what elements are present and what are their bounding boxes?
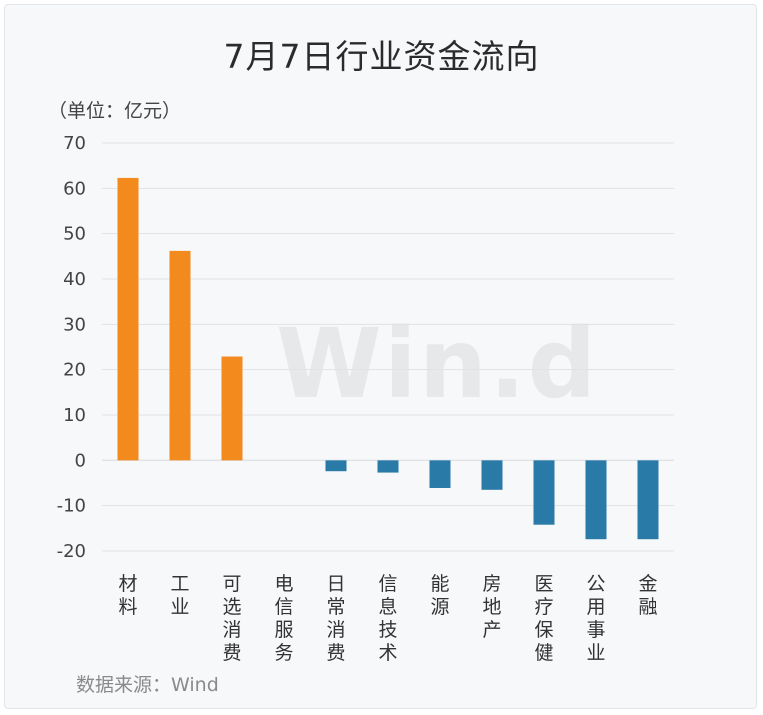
x-category-label: 选 [222,596,241,618]
wind-watermark: Win.d [276,308,599,420]
y-axis-ticks: 70 60 50 40 30 20 10 0 -10 -20 [57,133,86,562]
y-tick-label: 40 [63,269,86,290]
x-category-label: 信 [378,573,397,595]
x-category-label: 公 [586,573,605,595]
x-category-label: 产 [482,619,501,641]
x-category-label: 工 [170,573,189,595]
x-category-label: 保 [534,619,553,641]
y-tick-label: 20 [63,360,86,381]
bar [429,460,451,488]
bar [325,460,347,472]
data-source: 数据来源：Wind [76,674,219,696]
bar [637,460,659,540]
bar [169,250,191,461]
bar [533,460,555,525]
x-category-label: 能 [430,573,449,595]
bars [117,177,659,540]
y-tick-label: -10 [57,496,86,517]
x-category-label: 业 [586,642,605,664]
x-category-label: 常 [326,596,345,618]
y-tick-label: 30 [63,314,86,335]
y-tick-label: 70 [63,133,86,154]
bar [481,460,503,490]
x-category-label: 医 [534,573,553,595]
y-tick-label: 0 [75,450,86,471]
x-category-label: 消 [222,619,241,641]
y-tick-label: 50 [63,224,86,245]
x-category-label: 健 [534,642,553,664]
x-category-label: 房 [482,573,501,595]
x-category-label: 消 [326,619,345,641]
x-category-label: 技 [378,619,397,641]
gridlines [102,142,674,552]
x-category-label: 可 [222,573,241,595]
x-category-label: 融 [638,596,657,618]
x-category-label: 业 [170,596,189,618]
x-category-label: 疗 [534,596,553,618]
x-category-label: 源 [430,596,449,618]
x-category-label: 用 [586,596,605,618]
x-category-label: 务 [274,642,293,664]
unit-label: （单位：亿元） [48,100,182,122]
y-tick-label: 60 [63,178,86,199]
chart-title: 7月7日行业资金流向 [223,37,540,76]
x-category-label: 信 [274,596,293,618]
y-tick-label: 10 [63,405,86,426]
x-category-label: 息 [378,596,397,618]
bar [377,460,399,473]
x-category-label: 地 [482,596,501,618]
x-category-label: 电 [274,573,293,595]
bar [221,356,243,461]
x-category-label: 费 [222,642,241,664]
x-category-label: 金 [638,573,657,595]
x-category-label: 料 [118,596,137,618]
bar [117,177,139,461]
x-category-label: 日 [326,573,345,595]
bar [585,460,607,540]
x-category-label: 服 [274,619,293,641]
x-category-label: 事 [586,619,605,641]
y-tick-label: -20 [57,541,86,562]
x-category-label: 材 [118,573,137,595]
x-category-label: 费 [326,642,345,664]
x-category-label: 术 [378,642,397,664]
